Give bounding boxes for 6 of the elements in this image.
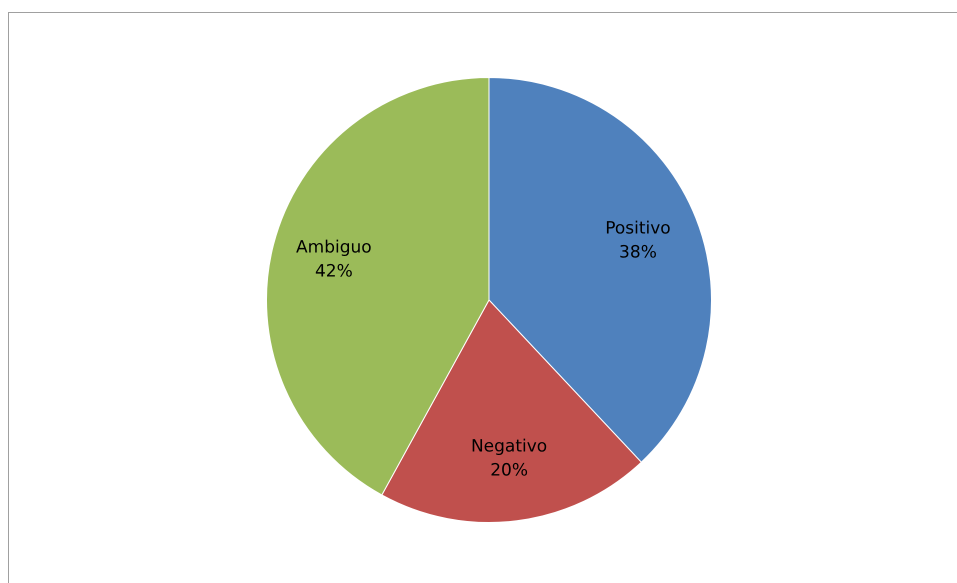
data-label: 42% (314, 262, 353, 282)
slice-label: Negativo (470, 436, 548, 456)
slice-label: Ambiguo (296, 238, 372, 258)
slice-label: Positivo (605, 218, 671, 238)
data-label: 38% (619, 242, 657, 262)
data-label: 20% (490, 460, 528, 480)
